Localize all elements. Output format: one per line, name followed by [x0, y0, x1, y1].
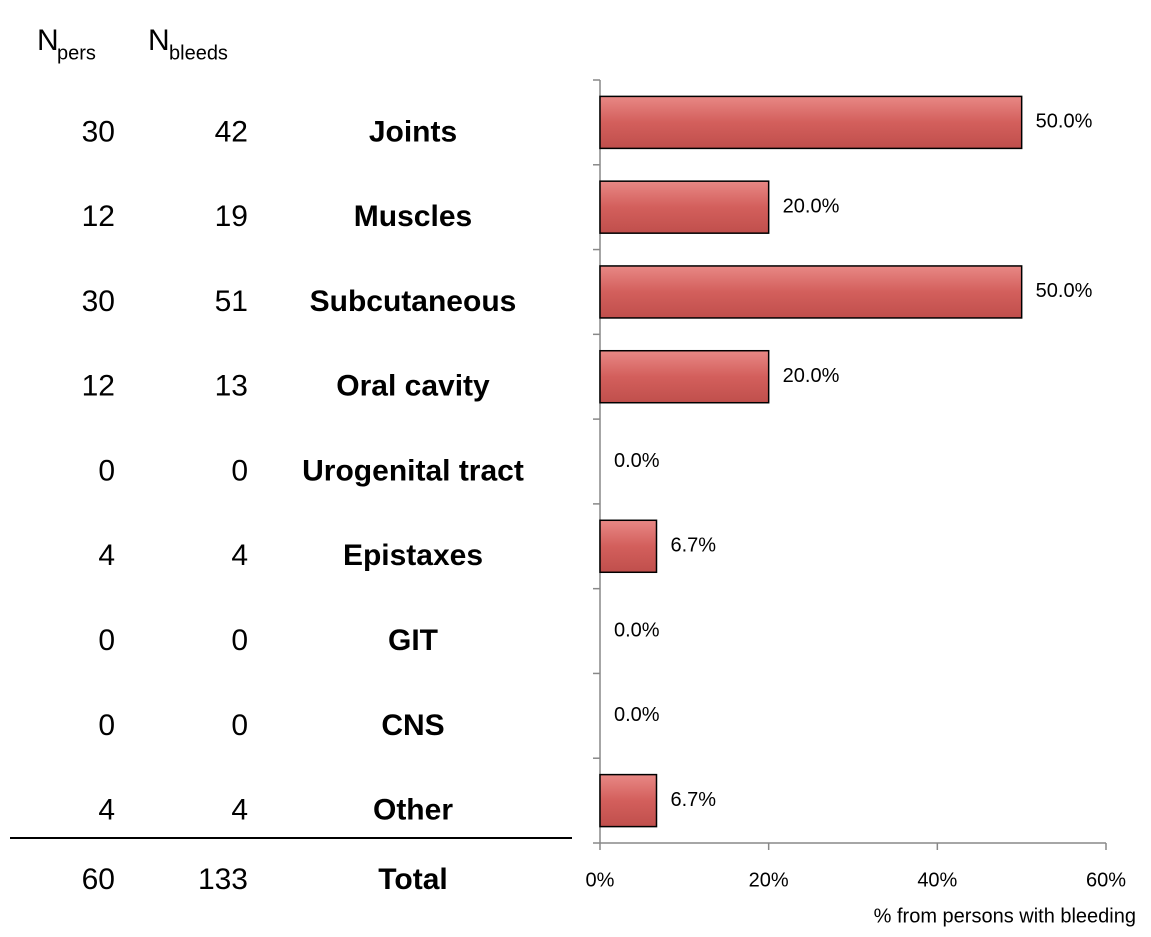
n-pers: 30 — [82, 285, 115, 318]
value-label: 0.0% — [614, 704, 660, 726]
n-pers: 12 — [82, 200, 115, 233]
value-label: 0.0% — [614, 450, 660, 472]
value-label: 50.0% — [1036, 280, 1093, 302]
n-bleeds: 0 — [231, 624, 248, 657]
n-bleeds: 51 — [215, 285, 248, 318]
total-label: Total — [378, 863, 447, 896]
n-pers: 0 — [98, 709, 115, 742]
total-n-bleeds: 133 — [198, 863, 248, 896]
category-label: GIT — [388, 624, 438, 657]
bar — [599, 349, 770, 404]
n-bleeds: 4 — [231, 794, 248, 827]
header-main: N — [148, 24, 170, 57]
n-bleeds: 19 — [215, 200, 248, 233]
n-bleeds: 42 — [215, 115, 248, 148]
n-bleeds: 0 — [231, 454, 248, 487]
n-pers: 12 — [82, 370, 115, 403]
x-axis-label: % from persons with bleeding — [874, 905, 1136, 927]
header-sub: bleeds — [169, 42, 228, 64]
header-sub: pers — [57, 42, 96, 64]
category-label: Urogenital tract — [302, 454, 524, 487]
total-n-pers: 60 — [82, 863, 115, 896]
value-label: 20.0% — [783, 195, 840, 217]
n-pers: 4 — [98, 794, 115, 827]
value-label: 20.0% — [783, 365, 840, 387]
n-bleeds: 13 — [215, 370, 248, 403]
value-label: 6.7% — [671, 789, 717, 811]
category-label: Other — [373, 794, 453, 827]
bar — [599, 95, 1023, 150]
category-label: Epistaxes — [343, 539, 483, 572]
n-pers: 4 — [98, 539, 115, 572]
bar — [599, 180, 770, 234]
category-label: CNS — [381, 709, 444, 742]
bar — [599, 773, 658, 828]
category-label: Subcutaneous — [310, 285, 517, 318]
n-pers: 30 — [82, 115, 115, 148]
n-bleeds: 0 — [231, 709, 248, 742]
category-label: Muscles — [354, 200, 472, 233]
n-bleeds: 4 — [231, 539, 248, 572]
value-label: 0.0% — [614, 619, 660, 641]
x-tick-label: 0% — [586, 869, 615, 891]
x-tick-label: 40% — [917, 869, 957, 891]
x-tick-label: 60% — [1086, 869, 1126, 891]
category-label: Oral cavity — [336, 370, 490, 403]
bar — [599, 519, 658, 574]
n-pers: 0 — [98, 624, 115, 657]
bar — [599, 265, 1023, 319]
value-label: 50.0% — [1036, 111, 1093, 133]
header-main: N — [37, 24, 59, 57]
value-label: 6.7% — [671, 535, 717, 557]
category-label: Joints — [369, 115, 457, 148]
x-tick-label: 20% — [749, 869, 789, 891]
n-pers: 0 — [98, 454, 115, 487]
